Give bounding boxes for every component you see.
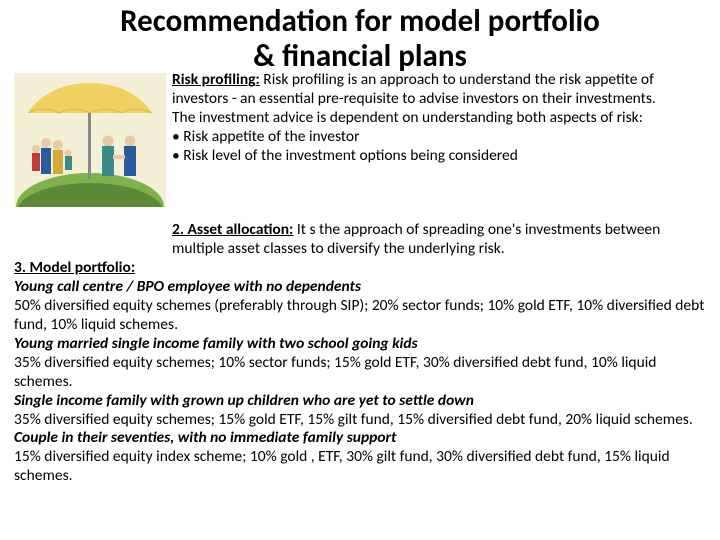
- risk-profiling-label: Risk profiling:: [172, 70, 260, 89]
- profile-3-heading: Single income family with grown up child…: [14, 392, 706, 411]
- slide-title: Recommendation for model portfolio & fin…: [14, 4, 706, 73]
- risk-profiling-body-2: The investment advice is dependent on un…: [172, 109, 706, 128]
- title-line-2: & financial plans: [253, 37, 467, 75]
- asset-allocation-label: 2. Asset allocation:: [172, 220, 293, 239]
- risk-profiling-block: Risk profiling: Risk profiling is an app…: [172, 71, 706, 166]
- title-line-1: Recommendation for model portfolio: [120, 2, 600, 40]
- profile-2-body: 35% diversified equity schemes; 10% sect…: [14, 354, 706, 392]
- profile-2-heading: Young married single income family with …: [14, 335, 706, 354]
- profile-1-heading: Young call centre / BPO employee with no…: [14, 278, 706, 297]
- upper-section: Risk profiling: Risk profiling is an app…: [14, 71, 706, 207]
- profile-4-body: 15% diversified equity index scheme; 10%…: [14, 448, 706, 486]
- lower-section: 2. Asset allocation: It s the approach o…: [14, 221, 706, 486]
- profile-4-heading: Couple in their seventies, with no immed…: [14, 429, 706, 448]
- risk-bullet-2: • Risk level of the investment options b…: [172, 147, 706, 166]
- model-portfolio-block: 3. Model portfolio:: [14, 259, 706, 278]
- risk-bullet-1: • Risk appetite of the investor: [172, 128, 706, 147]
- model-portfolio-label: 3. Model portfolio:: [14, 258, 135, 277]
- asset-allocation-block: 2. Asset allocation: It s the approach o…: [14, 221, 706, 259]
- profile-3-body: 35% diversified equity schemes; 15% gold…: [14, 411, 706, 430]
- family-umbrella-globe-illustration: [14, 73, 166, 207]
- profile-1-body: 50% diversified equity schemes (preferab…: [14, 297, 706, 335]
